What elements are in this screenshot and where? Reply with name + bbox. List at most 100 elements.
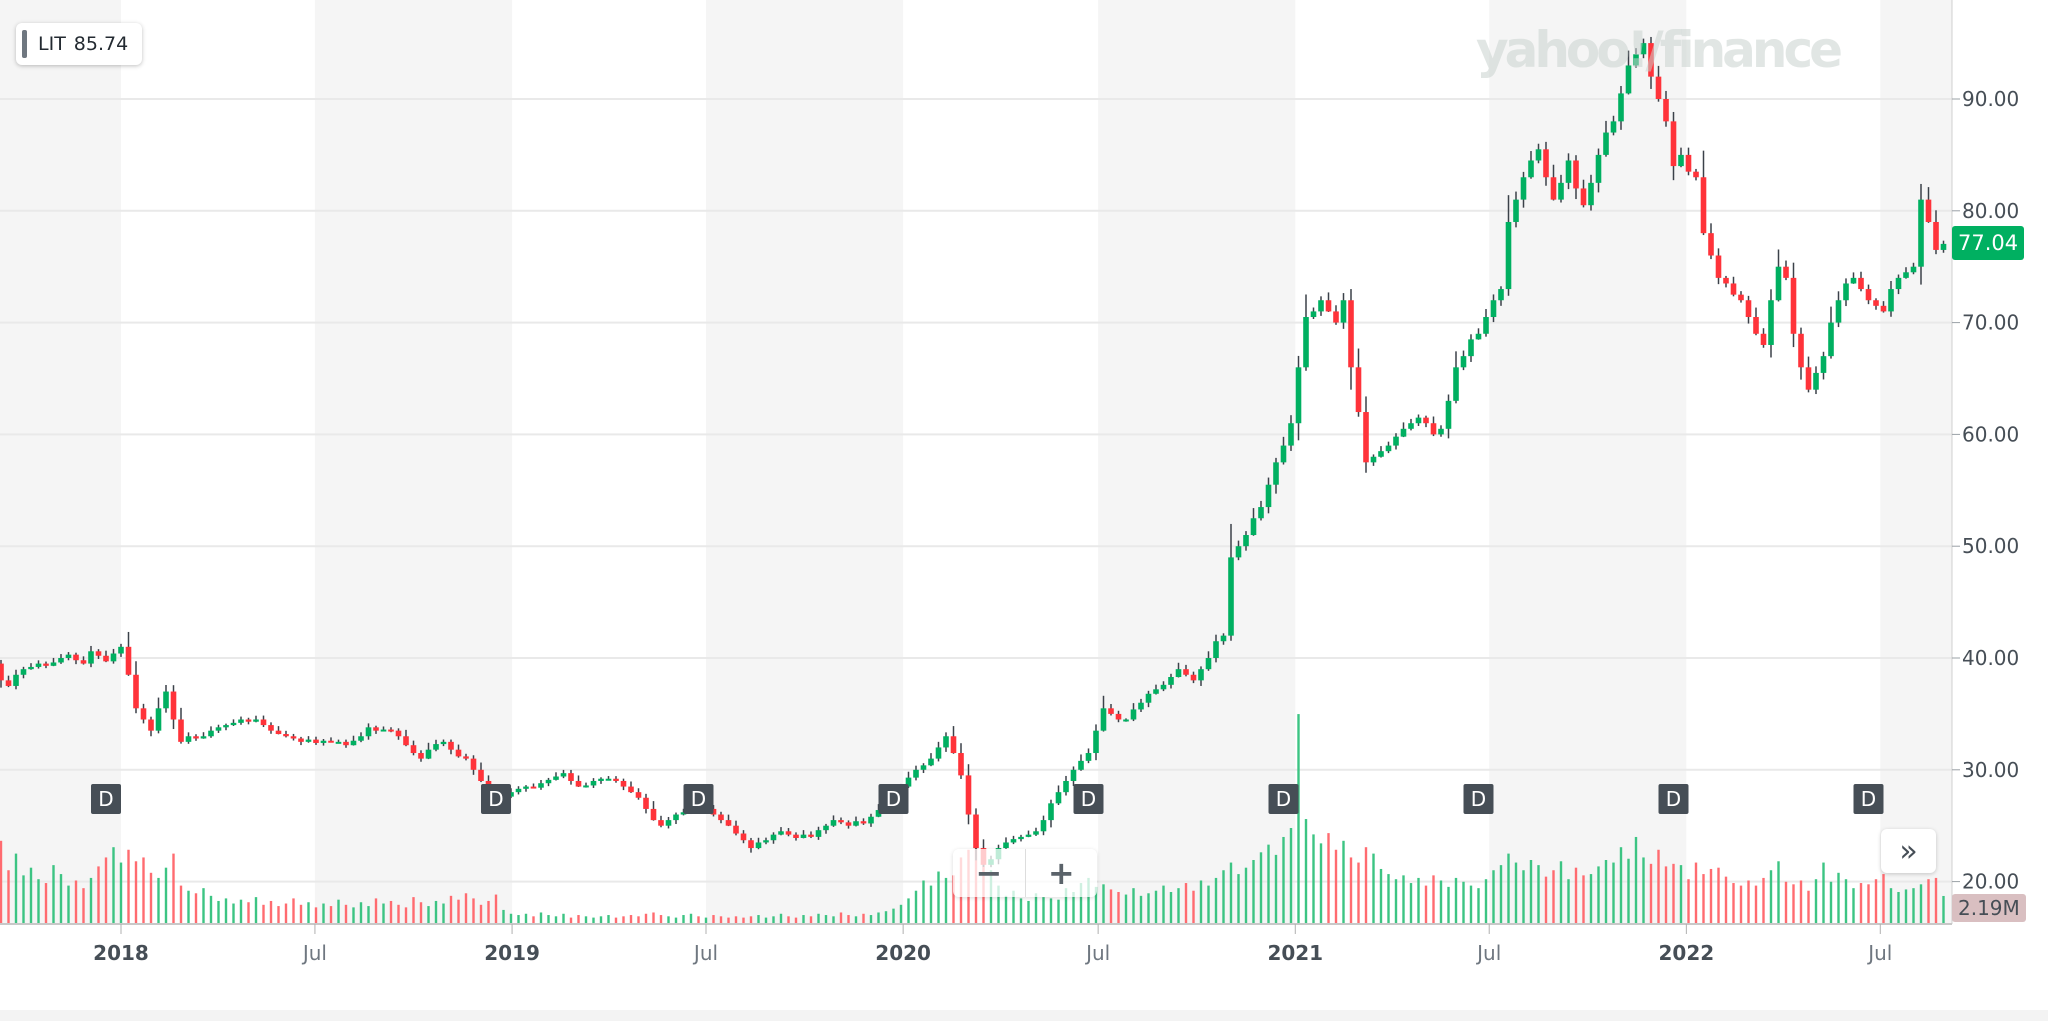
volume-bar [1319,843,1323,924]
dividend-marker[interactable]: D [1463,784,1494,814]
volume-bar [194,893,198,924]
volume-bar [217,900,220,924]
dividend-marker[interactable]: D [878,784,909,814]
candle-down [463,756,469,759]
candle-down [193,736,199,739]
dividend-marker-label: D [98,787,113,811]
volume-bar [547,915,550,924]
candle-up [1250,518,1257,536]
dividend-marker-label: D [1081,787,1096,811]
volume-bar [727,917,730,924]
volume-bar [209,895,213,924]
candle-up [1100,708,1107,731]
volume-bar [1342,840,1345,924]
candle-up [935,747,942,759]
volume-bar [554,916,558,924]
candle-up [1280,445,1287,463]
candle-up [118,646,124,654]
volume-bar [382,903,385,924]
candle-up [943,736,949,748]
volume-bar [1694,862,1698,924]
volume-bar [1724,876,1728,924]
volume-bar [1574,867,1578,924]
candle-up [1595,154,1602,183]
dividend-marker-box [1853,784,1884,814]
volume-bar [1222,870,1225,924]
candle-down [658,820,664,826]
y-tick-label: 80.00 [1962,199,2019,223]
volume-bar [1657,849,1660,924]
volume-bar [1537,865,1540,924]
volume-bar [59,874,63,924]
volume-bar [667,916,670,924]
dividend-marker-box [1463,784,1494,814]
volume-bar [802,915,805,924]
volume-bar [1357,862,1360,924]
volume-bar [809,916,813,924]
candle-up [223,725,229,728]
candle-up [1678,154,1684,167]
price-gridlines [0,98,1952,883]
dividend-marker[interactable]: D [481,784,511,814]
scroll-to-latest-button[interactable]: » [1881,829,1936,873]
candle-up [1520,177,1527,200]
candle-up [1003,842,1009,849]
candle-down [1925,199,1932,222]
candle-down [1790,277,1797,334]
volume-bars [0,714,1945,924]
volume-bar [884,911,888,924]
candle-down [148,719,154,731]
volume-bar [1822,862,1825,924]
volume-bar [1109,889,1113,924]
dividend-marker[interactable]: D [1073,784,1104,814]
volume-bar [224,898,228,924]
candle-down [448,741,454,750]
volume-bar [1604,860,1608,924]
candle-up [1205,658,1212,670]
volume-bar [119,862,123,924]
candle-down [1753,317,1759,334]
candle-down [403,736,409,746]
x-tick-label: 2019 [484,941,540,965]
candle-up [1610,121,1617,133]
dividend-marker-box [481,784,511,814]
candle-up [1415,417,1422,424]
volume-bar [1567,879,1570,924]
candle-down [178,719,184,742]
dividend-marker-label: D [691,787,706,811]
volume-bar [172,853,175,924]
candle-down [1933,221,1939,250]
ticker-legend[interactable]: LIT 85.74 [16,23,143,65]
y-tick-label: 50.00 [1962,534,2019,558]
zoom-out-button[interactable]: − [975,854,1003,892]
current-volume-badge: 2.19M [1952,894,2026,922]
volume-bar [247,902,250,924]
candle-down [785,831,792,835]
volume-bar [1552,870,1555,924]
volume-bar [1739,885,1743,924]
dividend-marker[interactable]: D [1658,784,1689,814]
dividend-marker[interactable]: D [683,784,714,814]
candle-up [1475,333,1482,340]
candle-up [920,765,927,770]
dividend-marker[interactable]: D [1853,784,1884,814]
volume-bar [14,853,18,924]
x-tick-label: 2022 [1659,941,1715,965]
volume-bar [277,906,280,924]
volume-bar [1394,879,1398,924]
candle-up [1273,462,1279,485]
dividend-marker[interactable]: D [91,784,121,814]
volume-bar [1184,883,1188,924]
dividend-marker[interactable]: D [1268,784,1299,814]
candle-up [1138,702,1144,710]
volume-bar [142,857,145,924]
volume-bar [1094,886,1098,924]
zoom-in-button[interactable]: + [1024,849,1098,897]
volume-bar [1717,867,1720,924]
candle-down [958,753,964,776]
volume-bar [127,849,130,924]
volume-bar [937,871,940,924]
candle-up [305,739,312,742]
